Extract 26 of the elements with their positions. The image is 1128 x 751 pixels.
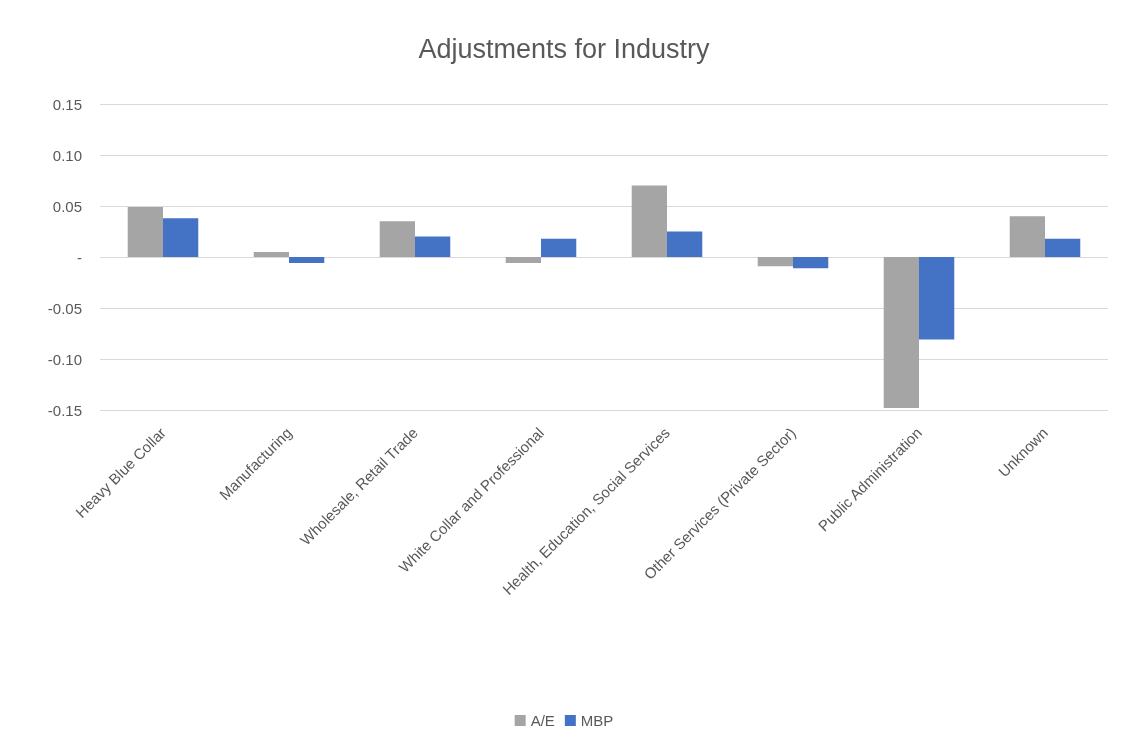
y-tick-label: 0.05 <box>52 197 82 215</box>
y-tick-label: -0.10 <box>47 350 82 368</box>
bar <box>1045 238 1081 257</box>
bar <box>667 231 703 257</box>
y-tick-label: 0.10 <box>52 146 82 164</box>
bar <box>253 251 289 257</box>
bar <box>1009 216 1045 257</box>
y-tick-label: 0.15 <box>52 95 82 113</box>
legend-label: A/E <box>530 712 555 729</box>
bar <box>793 257 829 269</box>
bar <box>415 236 451 257</box>
bar <box>631 185 667 257</box>
bar <box>883 257 919 408</box>
bar <box>289 257 325 264</box>
bar <box>505 257 541 264</box>
y-tick-label: -0.05 <box>47 299 82 317</box>
chart-title: Adjustments for Industry <box>418 33 711 64</box>
bar <box>163 218 199 257</box>
bar <box>541 238 577 257</box>
bar <box>379 221 415 257</box>
bar <box>919 257 955 340</box>
bar <box>757 257 793 267</box>
y-tick-label: - <box>77 248 82 266</box>
bar <box>127 207 163 257</box>
legend-label: MBP <box>580 712 614 729</box>
y-tick-label: -0.15 <box>47 401 82 419</box>
